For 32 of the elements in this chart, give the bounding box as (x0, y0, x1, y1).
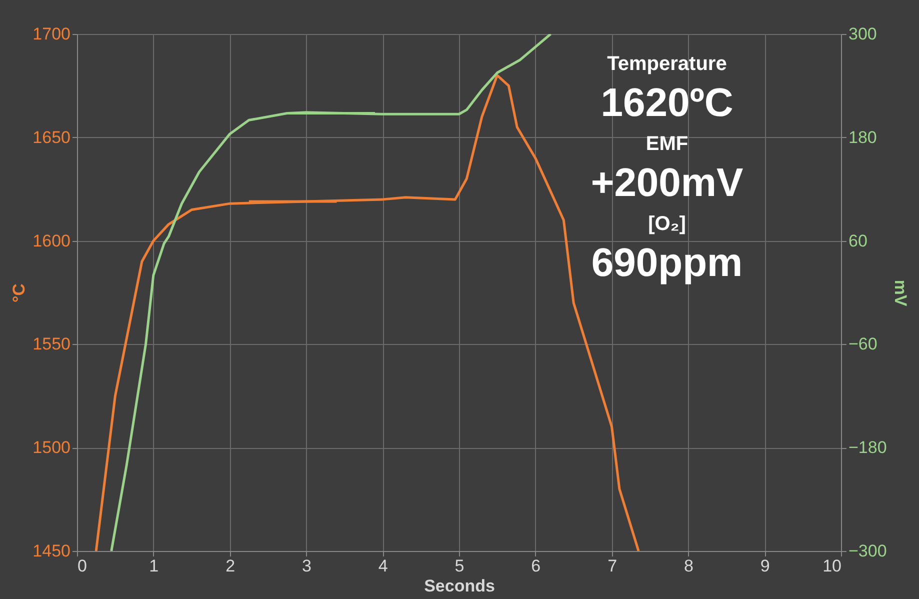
x-tick-label: 8 (684, 556, 694, 576)
y-axis-title: °C (10, 283, 29, 303)
x-tick-label: 9 (760, 556, 770, 576)
annotation: [O₂] (648, 213, 686, 235)
annotation: 1620ºC (600, 81, 734, 125)
y2-axis-title: mV (890, 280, 910, 307)
x-tick-label: 7 (608, 556, 618, 576)
x-tick-label: 10 (822, 556, 842, 576)
y-tick-label: 1450 (32, 542, 70, 560)
x-tick-label: 4 (378, 556, 388, 576)
y2-tick-label: −300 (848, 542, 887, 560)
y2-tick-label: −60 (848, 334, 878, 354)
x-tick-label: 6 (531, 556, 541, 576)
y-tick-label: 1650 (32, 128, 70, 147)
y-tick-label: 1550 (32, 334, 70, 354)
y2-tick-label: 300 (848, 24, 877, 44)
y-tick-label: 1600 (32, 231, 70, 250)
y2-tick-label: 60 (848, 231, 868, 250)
x-axis-title: Seconds (424, 576, 495, 596)
y-tick-label: 1500 (32, 438, 70, 458)
annotation: 690ppm (591, 241, 743, 285)
y2-tick-label: 180 (848, 128, 877, 147)
x-tick-label: 2 (226, 556, 236, 576)
x-tick-label: 5 (454, 556, 464, 576)
x-tick-label: 0 (78, 556, 87, 576)
annotation: +200mV (590, 161, 744, 205)
x-tick-label: 1 (149, 556, 159, 576)
annotation: Temperature (607, 53, 727, 75)
y2-tick-label: −180 (848, 438, 887, 458)
annotation: EMF (646, 133, 688, 155)
y-tick-label: 1700 (32, 24, 70, 44)
x-tick-label: 3 (302, 556, 312, 576)
